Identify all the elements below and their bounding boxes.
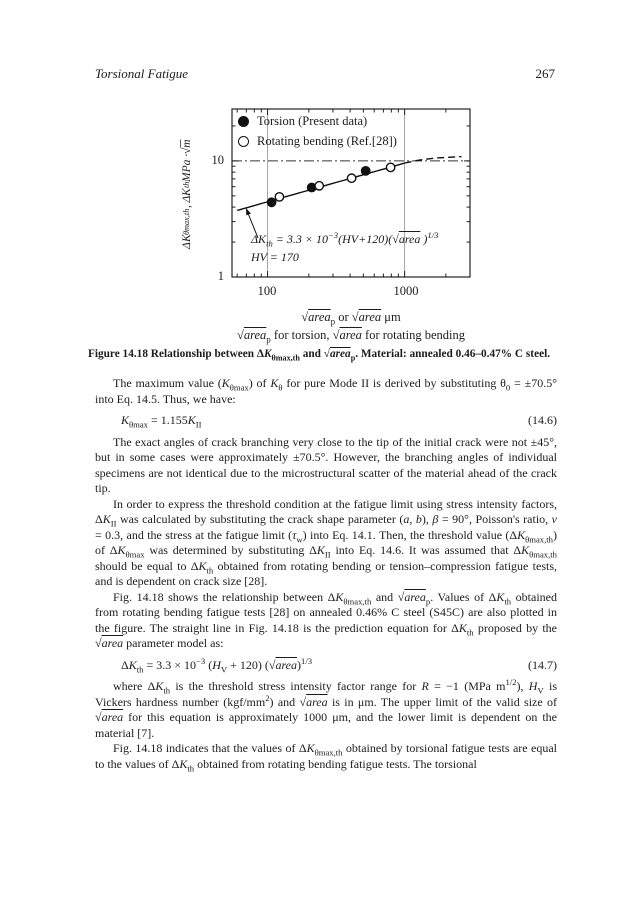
page-number: 267 — [535, 66, 556, 81]
prediction-equation-annotation: ΔKth = 3.3 × 10−3(HV+120)(√area )1/3 HV … — [251, 230, 439, 268]
figure-14-18: Torsion (Present data) Rotating bending … — [0, 0, 639, 380]
figure-caption: Figure 14.18 Relationship between ΔKθmax… — [87, 348, 551, 363]
plot-frame — [231, 108, 471, 278]
series-torsion — [266, 166, 371, 208]
paragraph: In order to express the threshold condit… — [95, 496, 557, 589]
paragraph: The maximum value (Kθmax) of Kθ for pure… — [95, 376, 557, 406]
annotation-equation: ΔKth = 3.3 × 10−3(HV+120)(√area )1/3 — [251, 230, 439, 249]
open-circle-icon — [238, 135, 249, 147]
equation-14-7: ΔKth = 3.3 × 10−3 (HV + 120) (√area)1/3 … — [95, 655, 557, 674]
legend-item-torsion: Torsion (Present data) — [238, 111, 397, 131]
equation-number: (14.7) — [528, 657, 557, 672]
x-tick-label-1000: 1000 — [393, 284, 419, 298]
legend-item-rotating-bending: Rotating bending (Ref.[28]) — [238, 131, 397, 151]
annotation-arrowhead — [246, 208, 251, 216]
running-title: Torsional Fatigue — [95, 66, 189, 81]
y-tick-label-1: 1 — [217, 269, 224, 283]
rotating-bending-data-point — [385, 162, 396, 173]
x-axis-label-line1: √areap or √area μm — [301, 310, 401, 327]
torsion-data-point — [360, 166, 371, 176]
series-rotating-bending — [274, 162, 396, 202]
x-axis-label-line2: √areap for torsion, √area for rotating b… — [236, 328, 466, 345]
paragraph: The exact angles of crack branching very… — [95, 434, 557, 496]
annotation-hv: HV = 170 — [251, 250, 299, 264]
running-header: Torsional Fatigue 267 — [95, 66, 555, 82]
equation-number: (14.6) — [528, 413, 557, 427]
equation-expression: Kθmax = 1.155KII — [121, 413, 202, 430]
paragraph: Fig. 14.18 shows the relationship betwee… — [95, 589, 557, 651]
rotating-bending-data-point — [314, 180, 325, 191]
filled-circle-icon — [238, 115, 249, 127]
chart-legend: Torsion (Present data) Rotating bending … — [238, 111, 397, 151]
legend-label: Torsion (Present data) — [257, 113, 368, 128]
y-tick-label-10: 10 — [211, 153, 225, 167]
paragraph: where ΔKth is the threshold stress inten… — [95, 677, 557, 740]
torsion-data-point — [266, 197, 277, 208]
paragraph: Fig. 14.18 indicates that the values of … — [95, 741, 557, 773]
equation-expression: ΔKth = 3.3 × 10−3 (HV + 120) (√area)1/3 — [121, 655, 313, 674]
body-text: The maximum value (Kθmax) of Kθ for pure… — [95, 376, 557, 772]
fatigue-threshold-chart — [231, 108, 471, 278]
gridlines — [267, 109, 406, 277]
prediction-line-dashed — [404, 155, 462, 164]
equation-14-6: Kθmax = 1.155KII (14.6) — [95, 413, 557, 429]
x-tick-label-100: 100 — [257, 284, 277, 298]
rotating-bending-data-point — [274, 192, 285, 202]
annotation-arrow — [248, 214, 259, 239]
legend-label: Rotating bending (Ref.[28]) — [257, 133, 397, 148]
rotating-bending-data-point — [346, 173, 357, 184]
